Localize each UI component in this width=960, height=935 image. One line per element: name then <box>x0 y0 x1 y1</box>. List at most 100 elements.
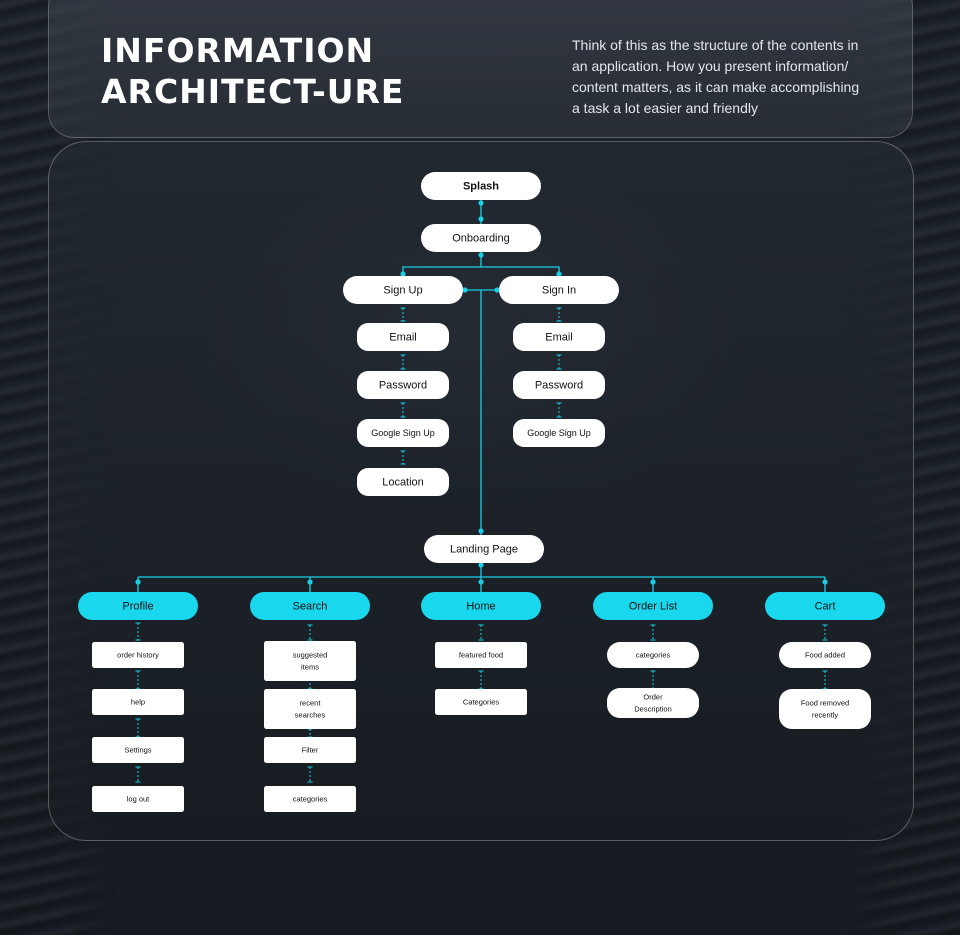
sign-in-step-node-shape <box>513 323 605 351</box>
section-1-item-node: Settings <box>92 737 184 763</box>
connector-dot <box>307 579 313 585</box>
sign-in-step-node-label: Google Sign Up <box>527 428 591 438</box>
sign-in-step-node-shape <box>513 371 605 399</box>
connector-dot <box>478 200 484 206</box>
landing-page-node: Landing Page <box>424 535 544 563</box>
splash-node-shape <box>421 172 541 200</box>
landing-page-node-label: Landing Page <box>450 543 518 555</box>
connector-dot <box>462 287 468 293</box>
sign-in-step-node: Google Sign Up <box>513 419 605 447</box>
sign-up-node-label: Sign Up <box>383 284 422 296</box>
section-3-node-shape <box>421 592 541 620</box>
section-3-node-label: Home <box>466 600 495 612</box>
section-3-item-node-shape <box>435 642 527 668</box>
section-1-node: Profile <box>78 592 198 620</box>
intro-line-1: Think of this as the structure of the co… <box>572 37 859 53</box>
sign-in-node-label: Sign In <box>542 284 576 296</box>
section-5-item-node-shape <box>779 642 871 668</box>
section-4-item-node: categories <box>607 642 699 668</box>
sign-up-step-node-shape <box>357 468 449 496</box>
section-1-item-node-shape <box>92 737 184 763</box>
section-2-item-node-label: Filter <box>302 745 319 754</box>
intro-line-2: an application. How you present informat… <box>572 58 849 74</box>
sign-up-step-node-shape <box>357 323 449 351</box>
sign-in-step-node: Email <box>513 323 605 351</box>
onboarding-node-label: Onboarding <box>452 232 510 244</box>
connector-dot <box>478 216 484 222</box>
section-4-node-shape <box>593 592 713 620</box>
section-1-node-shape <box>78 592 198 620</box>
section-4-item-node-label: Order <box>643 693 663 702</box>
sign-up-step-node: Location <box>357 468 449 496</box>
section-1-item-node-label: Settings <box>124 745 151 754</box>
section-2-item-node-label: suggested <box>293 651 328 660</box>
connector-dot <box>478 562 484 568</box>
section-1-item-node-shape <box>92 786 184 812</box>
section-3-item-node: Categories <box>435 689 527 715</box>
section-2-item-node: recent searches <box>264 689 356 729</box>
section-4-node-label: Order List <box>629 600 677 612</box>
section-3-item-node-label: Categories <box>463 697 500 706</box>
sign-in-step-node-shape <box>513 419 605 447</box>
section-2-item-node-label: categories <box>293 794 328 803</box>
connector-dot <box>400 271 406 277</box>
section-2-item-node-shape <box>264 786 356 812</box>
section-2-item-node-label: searches <box>295 710 326 719</box>
intro-line-4: a task a lot easier and friendly <box>572 100 758 116</box>
sign-up-step-node-label: Email <box>389 331 417 343</box>
section-5-node: Cart <box>765 592 885 620</box>
section-5-item-node-label: Food removed <box>801 699 849 708</box>
section-5-item-node-shape <box>779 689 871 729</box>
sign-in-step-node: Password <box>513 371 605 399</box>
section-2-item-node-label: items <box>301 662 319 671</box>
section-1-item-node-shape <box>92 642 184 668</box>
section-4-item-node-label: Description <box>634 704 672 713</box>
connector-dot <box>478 579 484 585</box>
sign-in-node-shape <box>499 276 619 304</box>
sign-in-step-node-label: Email <box>545 331 573 343</box>
sign-up-step-node-label: Password <box>379 379 427 391</box>
onboarding-branch-line <box>402 266 560 277</box>
section-5-item-node: Food removed recently <box>779 689 871 729</box>
section-4-node: Order List <box>593 592 713 620</box>
section-3-node: Home <box>421 592 541 620</box>
section-4-item-node-shape <box>607 642 699 668</box>
sign-up-node: Sign Up <box>343 276 463 304</box>
section-1-item-node-label: help <box>131 697 145 706</box>
section-1-item-node-shape <box>92 689 184 715</box>
connector-dot <box>650 579 656 585</box>
section-2-node: Search <box>250 592 370 620</box>
section-1-item-node: log out <box>92 786 184 812</box>
title-line-2: ARCHITECT-URE <box>101 72 405 111</box>
landing-page-node-shape <box>424 535 544 563</box>
connector-dot <box>556 271 562 277</box>
onboarding-node: Onboarding <box>421 224 541 252</box>
section-2-node-label: Search <box>293 600 328 612</box>
section-2-node-shape <box>250 592 370 620</box>
section-4-item-node: Order Description <box>607 688 699 718</box>
sign-in-step-node-label: Password <box>535 379 583 391</box>
section-2-item-node: Filter <box>264 737 356 763</box>
connector-dot <box>822 579 828 585</box>
connector-dot <box>494 287 500 293</box>
connector-dot <box>135 579 141 585</box>
sign-up-step-node-label: Google Sign Up <box>371 428 435 438</box>
sign-up-node-shape <box>343 276 463 304</box>
section-1-item-node: order history <box>92 642 184 668</box>
section-5-item-node-label: Food added <box>805 650 845 659</box>
section-5-item-node: Food added <box>779 642 871 668</box>
sign-up-step-node: Email <box>357 323 449 351</box>
sign-up-step-node-shape <box>357 371 449 399</box>
splash-node: Splash <box>421 172 541 200</box>
section-3-item-node-shape <box>435 689 527 715</box>
sign-up-step-node-label: Location <box>382 476 424 488</box>
sign-up-step-node: Password <box>357 371 449 399</box>
header-card <box>48 0 913 138</box>
section-2-item-node: suggested items <box>264 641 356 681</box>
section-2-item-node-shape <box>264 689 356 729</box>
sign-up-step-node: Google Sign Up <box>357 419 449 447</box>
intro-line-3: content matters, as it can make accompli… <box>572 79 860 95</box>
section-1-node-label: Profile <box>122 600 153 612</box>
page-title: INFORMATION ARCHITECT-URE <box>101 30 441 112</box>
